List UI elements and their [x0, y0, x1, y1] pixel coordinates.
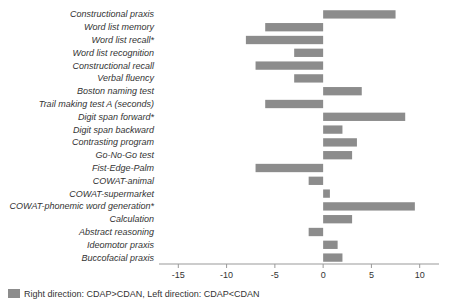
x-tick: [178, 264, 179, 268]
x-tick-label: -10: [220, 270, 233, 280]
bar: [323, 87, 362, 95]
category-label: Calculation: [109, 214, 154, 224]
legend-label: Right direction: CDAP>CDAN, Left directi…: [24, 289, 260, 299]
bar: [309, 228, 323, 236]
bar: [265, 23, 323, 31]
category-label: Fist-Edge-Palm: [92, 163, 155, 173]
bar: [323, 202, 415, 210]
bar: [323, 138, 357, 146]
x-tick: [274, 264, 275, 268]
category-label: Digit span backward: [73, 125, 155, 135]
category-label: COWAT-animal: [93, 176, 155, 186]
category-label: Trail making test A (seconds): [39, 99, 154, 109]
bar: [246, 36, 323, 44]
x-tick: [371, 264, 372, 268]
x-ticks: -15 -10 -5 0 5 10: [172, 264, 425, 280]
category-label: Constructional recall: [72, 61, 155, 71]
category-label: Digit span forward*: [78, 112, 155, 122]
x-tick-label: 0: [321, 270, 326, 280]
category-label: Boston naming test: [77, 86, 155, 96]
x-tick-label: 10: [415, 270, 425, 280]
x-tick: [419, 264, 420, 268]
bar: [323, 151, 352, 159]
category-label: Go-No-Go test: [95, 150, 154, 160]
bar: [256, 61, 324, 69]
x-tick: [323, 264, 324, 268]
bar: [309, 177, 323, 185]
x-axis-line: [159, 264, 439, 265]
bar: [323, 113, 405, 121]
x-tick-label: -15: [172, 270, 185, 280]
x-tick: [226, 264, 227, 268]
category-label: Word list memory: [84, 22, 155, 32]
bar: [256, 164, 324, 172]
category-labels: Constructional praxis Word list memory Wor…: [10, 9, 155, 262]
bar: [323, 10, 395, 18]
bar: [323, 241, 337, 249]
category-label: Word list recognition: [72, 48, 154, 58]
category-label: Constructional praxis: [70, 9, 155, 19]
bar: [265, 100, 323, 108]
category-label: Word list recall*: [91, 35, 154, 45]
category-label: Buccofacial praxis: [81, 253, 154, 263]
bar: [294, 74, 323, 82]
legend-swatch: [8, 289, 20, 298]
bar: [323, 189, 330, 197]
category-label: COWAT-supermarket: [69, 189, 154, 199]
bar: [323, 215, 352, 223]
category-label: Verbal fluency: [97, 73, 154, 83]
category-label: COWAT-phonemic word generation*: [10, 201, 155, 211]
bar: [294, 49, 323, 57]
bar: [323, 125, 342, 133]
bars: [246, 10, 415, 262]
bar: [323, 253, 342, 261]
category-label: Contrasting program: [72, 137, 155, 147]
x-tick-label: -5: [271, 270, 279, 280]
category-label: Ideomotor praxis: [87, 240, 155, 250]
chart: Constructional praxis Word list memory Wor…: [0, 0, 453, 306]
x-tick-label: 5: [369, 270, 374, 280]
legend: Right direction: CDAP>CDAN, Left directi…: [8, 289, 260, 299]
category-label: Abstract reasoning: [78, 227, 154, 237]
